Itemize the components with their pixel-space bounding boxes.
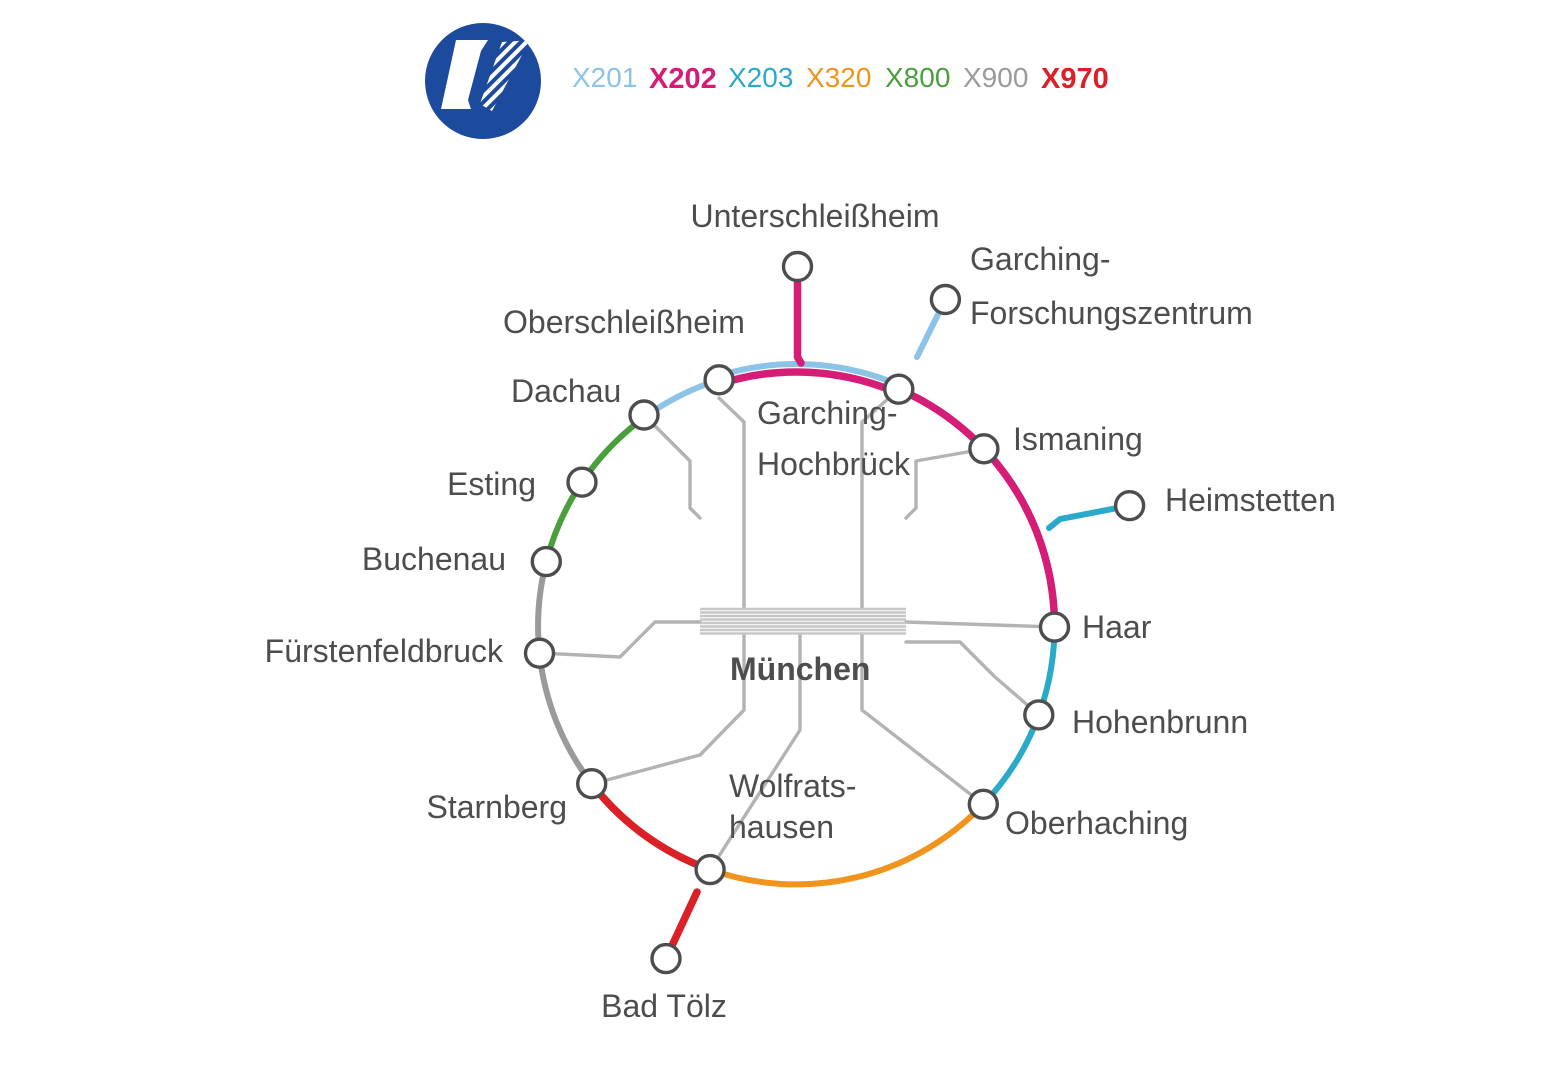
svg-text:X320: X320 (806, 62, 871, 93)
svg-text:Fürstenfeldbruck: Fürstenfeldbruck (265, 633, 504, 669)
svg-text:Hochbrück: Hochbrück (757, 446, 911, 482)
svg-text:Bad Tölz: Bad Tölz (601, 988, 727, 1024)
svg-text:Hohenbrunn: Hohenbrunn (1072, 704, 1248, 740)
svg-text:Starnberg: Starnberg (426, 789, 567, 825)
svg-text:Oberschleißheim: Oberschleißheim (503, 304, 745, 340)
svg-text:Forschungszentrum: Forschungszentrum (970, 295, 1253, 331)
svg-text:Garching-: Garching- (970, 241, 1111, 277)
svg-text:Wolfrats-: Wolfrats- (729, 768, 856, 804)
svg-text:Ismaning: Ismaning (1013, 421, 1143, 457)
svg-text:X203: X203 (728, 62, 793, 93)
svg-text:Buchenau: Buchenau (362, 541, 506, 577)
svg-text:X970: X970 (1041, 63, 1109, 95)
svg-text:X201: X201 (572, 62, 637, 93)
svg-text:Oberhaching: Oberhaching (1005, 805, 1188, 841)
svg-text:Unterschleißheim: Unterschleißheim (691, 198, 940, 234)
svg-text:X202: X202 (649, 63, 717, 95)
svg-text:Heimstetten: Heimstetten (1165, 482, 1336, 518)
svg-text:Haar: Haar (1082, 609, 1152, 645)
svg-text:Garching-: Garching- (757, 395, 898, 431)
svg-text:Esting: Esting (447, 466, 536, 502)
svg-text:München: München (730, 651, 870, 687)
svg-text:hausen: hausen (729, 809, 834, 845)
svg-text:Dachau: Dachau (511, 373, 621, 409)
svg-text:X800: X800 (885, 62, 950, 93)
svg-text:X900: X900 (963, 62, 1028, 93)
